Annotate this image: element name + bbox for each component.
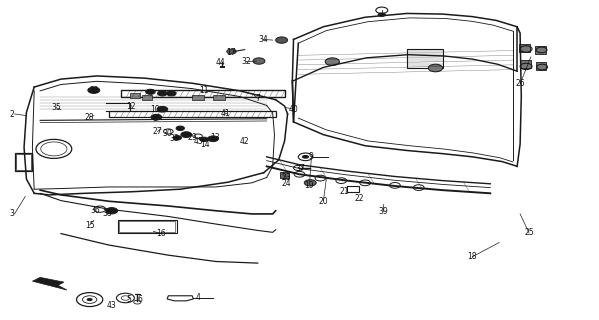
Bar [16,154,31,170]
Text: 7: 7 [255,94,260,103]
Bar [192,95,204,100]
Text: 39: 39 [378,207,388,216]
Text: 33: 33 [170,134,179,143]
Text: 44: 44 [216,58,226,67]
Text: 10: 10 [150,105,160,114]
Text: 5: 5 [126,295,131,304]
Text: 14: 14 [201,140,210,149]
Bar [14,153,32,171]
Text: 29: 29 [187,133,197,142]
Text: 13: 13 [210,133,220,142]
Text: 25: 25 [524,228,534,237]
Circle shape [253,58,265,64]
Bar [213,95,225,100]
Text: 20: 20 [319,197,328,206]
Bar [129,93,140,98]
Circle shape [200,137,208,142]
Circle shape [176,126,184,131]
Text: 31: 31 [89,86,99,95]
Circle shape [377,12,386,17]
Bar [536,62,546,69]
Bar [117,220,177,233]
Circle shape [208,136,219,142]
Text: 9: 9 [309,152,314,161]
Text: 2: 2 [10,109,14,118]
Text: 37: 37 [296,164,305,173]
Text: 35: 35 [52,103,61,112]
Text: 43: 43 [107,301,117,310]
Circle shape [88,87,100,93]
Text: 36: 36 [90,206,101,215]
Bar [280,172,289,178]
Text: 28: 28 [85,113,95,122]
Circle shape [181,132,192,138]
Circle shape [428,64,443,72]
Text: 21: 21 [340,187,349,196]
Circle shape [302,155,309,159]
Bar [108,111,276,117]
Text: 18: 18 [468,252,477,261]
Bar [141,95,152,100]
Circle shape [173,136,181,140]
Text: 22: 22 [355,194,364,203]
Bar [347,186,359,192]
Text: 23: 23 [282,173,291,182]
Bar [535,46,546,54]
Text: 42: 42 [240,137,249,146]
Text: 16: 16 [156,229,166,238]
Bar [119,221,176,232]
Circle shape [167,91,176,96]
Circle shape [304,180,316,186]
Text: 8: 8 [153,114,158,123]
Text: 12: 12 [126,101,136,111]
Text: 26: 26 [515,79,525,88]
Text: 24: 24 [282,179,291,188]
Circle shape [158,91,167,96]
Bar [519,44,530,52]
Text: 11: 11 [199,86,209,95]
Text: 6: 6 [137,295,142,304]
Text: 3: 3 [10,209,14,219]
Circle shape [227,49,236,54]
Text: 34: 34 [259,35,268,44]
Text: 32: 32 [241,57,250,66]
Text: 30: 30 [162,129,172,138]
Text: 15: 15 [85,220,95,229]
Text: 40: 40 [289,105,298,114]
Bar [407,49,443,68]
Text: 27: 27 [153,127,162,136]
Text: 19: 19 [304,181,314,190]
Circle shape [151,114,162,120]
Text: 17: 17 [226,48,236,57]
Circle shape [146,89,155,94]
Bar [520,60,531,68]
Circle shape [325,58,340,66]
Circle shape [157,106,168,112]
Circle shape [87,298,93,301]
Text: 41: 41 [220,108,230,117]
Text: 38: 38 [102,209,113,218]
Text: 4: 4 [196,292,201,301]
Circle shape [276,37,288,43]
Circle shape [106,208,117,214]
Polygon shape [32,277,67,290]
Bar [120,90,285,97]
Text: 45: 45 [193,137,203,146]
